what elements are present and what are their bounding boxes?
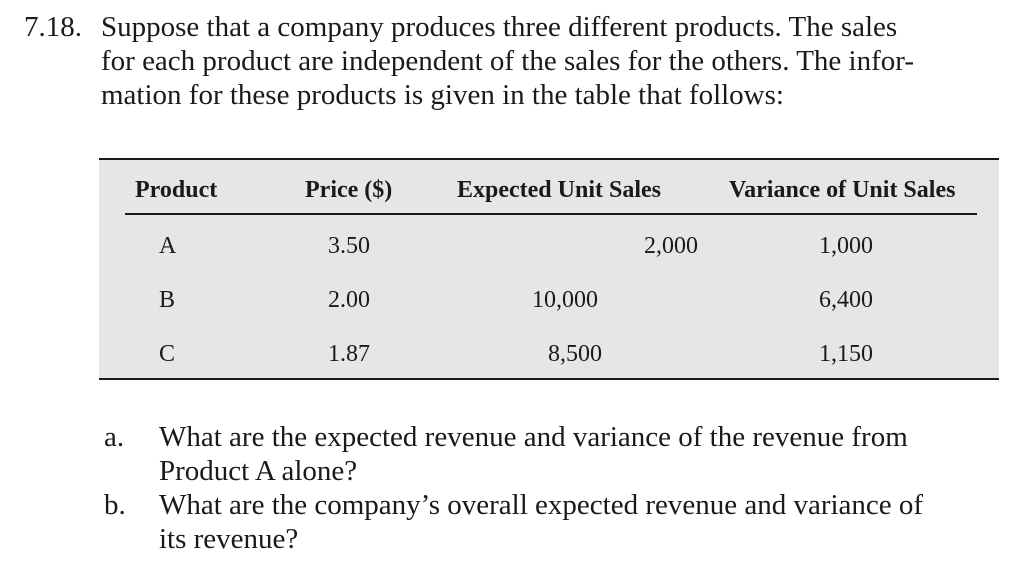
table-cell-expected-sales: 10,000	[532, 287, 598, 313]
question-b: b. What are the company’s overall expect…	[104, 488, 1004, 556]
header-divider	[125, 213, 977, 215]
question-line: Product A alone?	[159, 455, 358, 487]
table-cell-variance: 1,000	[819, 233, 873, 259]
header-expected-unit-sales: Expected Unit Sales	[457, 177, 661, 203]
table-cell-price: 2.00	[328, 287, 370, 313]
table-cell-price: 1.87	[328, 341, 370, 367]
question-letter: a.	[104, 421, 125, 453]
problem-line: for each product are independent of the …	[101, 45, 914, 77]
table-cell-expected-sales: 8,500	[548, 341, 602, 367]
question-line: What are the expected revenue and varian…	[159, 421, 908, 453]
table-cell-variance: 1,150	[819, 341, 873, 367]
question-text: What are the expected revenue and varian…	[159, 420, 1004, 488]
question-line: its revenue?	[159, 523, 299, 555]
question-line: What are the company’s overall expected …	[159, 489, 924, 521]
question-text: What are the company’s overall expected …	[159, 488, 1004, 556]
problem-text: Suppose that a company produces three di…	[101, 10, 1001, 112]
table-cell-product: C	[159, 341, 176, 367]
table-cell-product: A	[159, 233, 177, 259]
header-variance-unit-sales: Variance of Unit Sales	[729, 177, 956, 203]
problem-number: 7.18.	[24, 11, 82, 43]
table-cell-product: B	[159, 287, 176, 313]
problem-line: mation for these products is given in th…	[101, 79, 784, 111]
problem-line: Suppose that a company produces three di…	[101, 11, 898, 43]
table-cell-expected-sales: 2,000	[644, 233, 698, 259]
header-price: Price ($)	[305, 177, 393, 203]
header-product: Product	[135, 177, 218, 203]
product-table: Product Price ($) Expected Unit Sales Va…	[99, 158, 999, 380]
question-a: a. What are the expected revenue and var…	[104, 420, 1004, 488]
table-cell-variance: 6,400	[819, 287, 873, 313]
question-list: a. What are the expected revenue and var…	[104, 420, 1004, 556]
table-cell-price: 3.50	[328, 233, 370, 259]
question-letter: b.	[104, 489, 126, 521]
